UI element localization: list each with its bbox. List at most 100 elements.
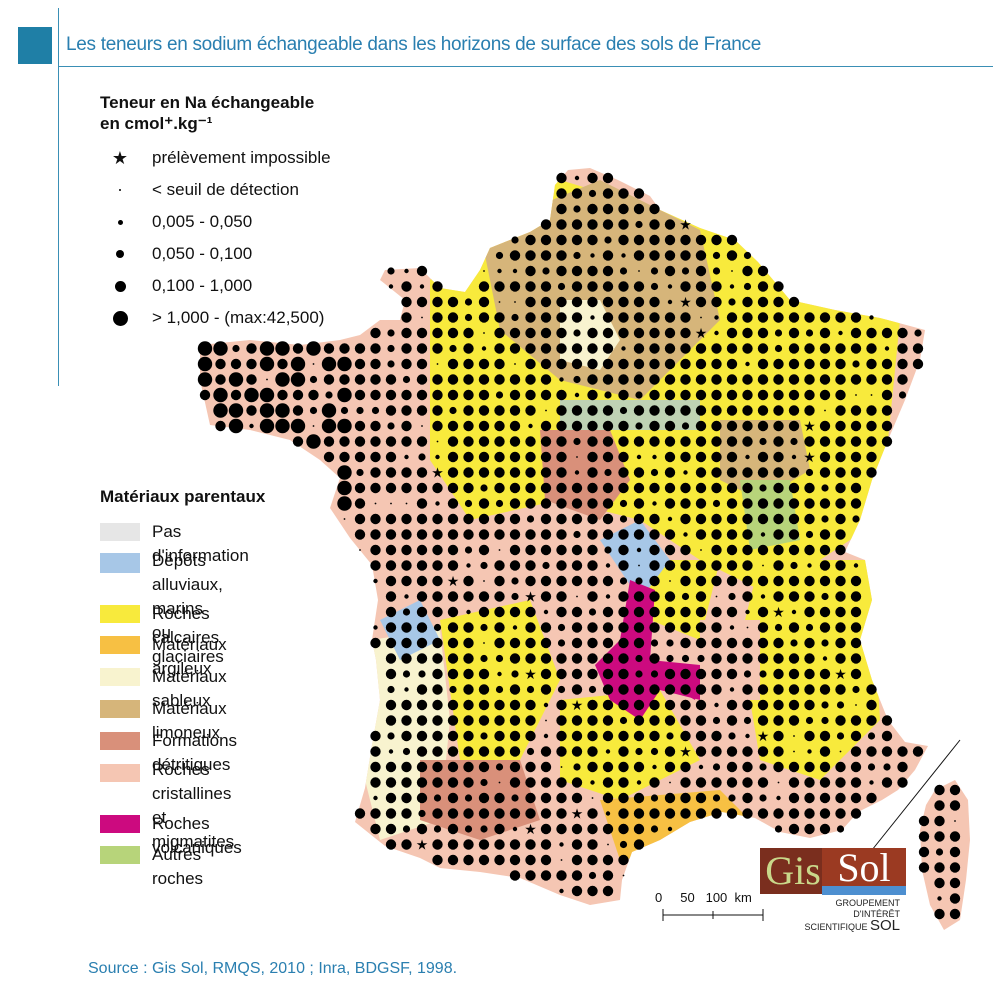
sample-point (731, 270, 733, 272)
sample-point (525, 296, 536, 308)
sample-point (370, 730, 381, 742)
sample-point (711, 777, 722, 788)
sample-point (819, 374, 831, 385)
sample-point (540, 839, 552, 850)
sample-point (337, 465, 352, 480)
sample-point (633, 234, 645, 246)
sample-point (512, 625, 518, 630)
sample-point (478, 529, 490, 540)
sample-point (275, 403, 290, 418)
sample-point (602, 265, 614, 277)
sample-point (385, 808, 397, 819)
sample-point (495, 251, 504, 260)
sample-point (540, 575, 552, 587)
sample-point (571, 513, 583, 525)
sample-point (540, 792, 552, 804)
sample-point (881, 358, 893, 370)
sample-point (416, 560, 428, 571)
sample-point (416, 606, 428, 618)
sample-point (835, 653, 846, 664)
sample-point (494, 436, 505, 447)
sample-point (726, 777, 738, 788)
sample-point (602, 622, 614, 633)
sample-point (680, 327, 691, 339)
sample-point (633, 637, 645, 649)
sample-point (480, 654, 488, 663)
sample-point (432, 839, 443, 850)
sample-point (525, 265, 536, 277)
sample-point (590, 780, 595, 785)
sample-point (804, 389, 815, 401)
sample-point (321, 403, 337, 418)
sample-point (912, 343, 924, 354)
sample-point (435, 501, 440, 506)
sample-point (587, 699, 598, 711)
sample-point (881, 420, 893, 432)
legend-na-label: prélèvement impossible (152, 148, 331, 167)
sample-point (540, 684, 552, 695)
legend-na-label: > 1,000 - (max:42,500) (152, 308, 325, 327)
sample-point (850, 451, 862, 463)
sample-point (726, 420, 738, 432)
sample-point (757, 575, 769, 587)
sample-point (652, 454, 657, 460)
sample-point (618, 730, 629, 742)
sample-point (667, 516, 673, 522)
sample-point (418, 670, 426, 678)
sample-point (914, 329, 922, 337)
sample-point (432, 327, 443, 339)
sample-point (934, 908, 945, 920)
sample-point (835, 715, 846, 726)
sample-point (401, 513, 412, 525)
sample-point (729, 284, 735, 289)
sample-point (354, 498, 366, 509)
sample-point (370, 436, 381, 447)
sample-point (480, 778, 488, 787)
sample-point (835, 544, 846, 556)
sample-point (463, 839, 474, 850)
sample-point (695, 560, 707, 571)
sample-point (835, 436, 846, 447)
sample-point (571, 746, 583, 757)
sample-point (509, 637, 521, 649)
sample-point (509, 653, 521, 664)
sample-point (587, 575, 598, 587)
sample-point (509, 761, 521, 773)
sample-point (385, 653, 397, 664)
sample-point (881, 327, 893, 339)
sample-point (759, 437, 767, 446)
sample-point (573, 763, 581, 771)
header-vertical-rule (58, 8, 59, 386)
sample-point (664, 792, 676, 804)
sample-point (602, 172, 614, 184)
sample-point (401, 296, 412, 308)
sample-point (793, 750, 795, 753)
sample-point (571, 823, 583, 835)
sample-point (835, 606, 846, 618)
sample-point (633, 250, 645, 261)
sample-point (664, 715, 676, 726)
sample-point (602, 885, 614, 897)
sample-point (540, 653, 552, 664)
sample-point (835, 374, 846, 385)
sample-point (401, 312, 412, 323)
sample-point (559, 377, 564, 382)
sample-point (306, 434, 321, 449)
sample-point (650, 670, 659, 678)
sample-point (745, 609, 750, 615)
sample-point (635, 220, 643, 229)
sample-point (543, 609, 549, 615)
sample-point (714, 315, 719, 320)
sample-point (602, 498, 614, 509)
sample-point (494, 482, 505, 494)
sample-point (638, 270, 640, 272)
sample-point (680, 234, 691, 246)
sample-point (835, 622, 846, 633)
sample-point (618, 544, 629, 556)
sample-point (836, 732, 845, 740)
sample-point (494, 808, 505, 819)
sample-point (416, 761, 428, 773)
sample-point (571, 420, 583, 432)
sample-point (277, 358, 288, 370)
sample-point (804, 699, 815, 711)
